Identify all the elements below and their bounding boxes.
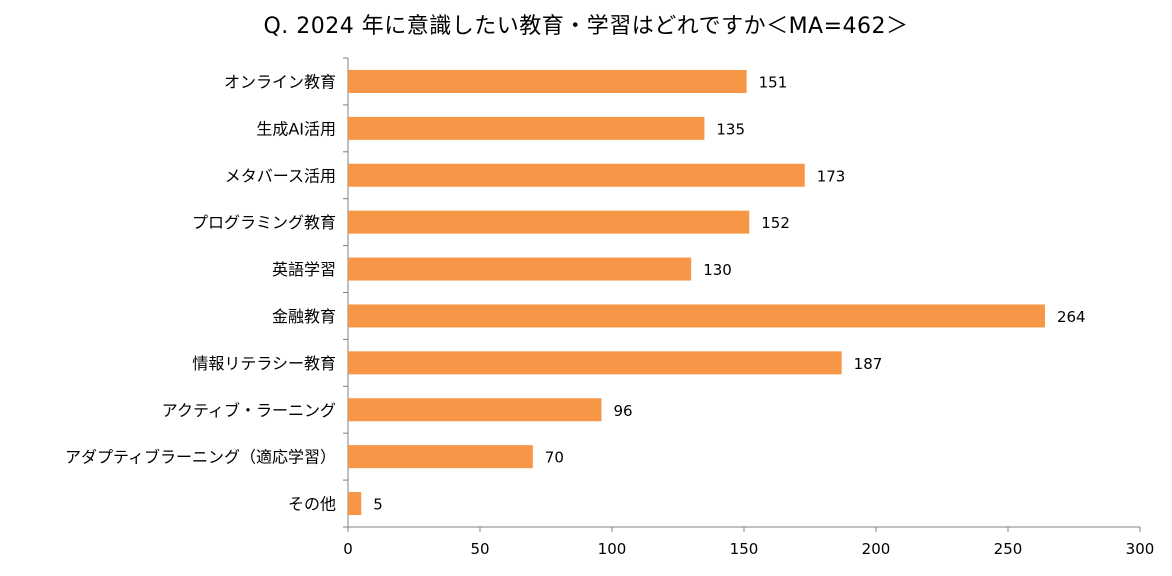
x-tick-label: 200 [862, 540, 891, 558]
bar [348, 445, 533, 469]
bar [348, 351, 842, 375]
x-tick-label: 50 [470, 540, 489, 558]
x-tick-label: 300 [1126, 540, 1155, 558]
data-label: 96 [613, 402, 632, 420]
bar [348, 257, 692, 281]
data-label: 70 [545, 449, 564, 467]
category-label: 生成AI活用 [256, 119, 336, 138]
category-label: その他 [288, 495, 336, 514]
bar [348, 69, 747, 93]
data-label: 187 [854, 355, 883, 373]
data-label: 152 [761, 214, 790, 232]
bar [348, 210, 750, 234]
data-label: 5 [373, 496, 383, 514]
bar [348, 163, 805, 187]
data-label: 135 [716, 120, 745, 138]
x-tick-label: 0 [343, 540, 353, 558]
category-label: アクティブ・ラーニング [162, 401, 336, 420]
category-label: オンライン教育 [224, 72, 336, 91]
bar [348, 492, 362, 516]
data-label: 264 [1057, 308, 1086, 326]
category-label: プログラミング教育 [192, 213, 336, 232]
category-label: アダプティブラーニング（適応学習） [65, 448, 336, 467]
x-tick-label: 150 [730, 540, 759, 558]
data-label: 151 [759, 73, 788, 91]
x-tick-label: 100 [598, 540, 627, 558]
bar [348, 304, 1045, 328]
data-label: 173 [817, 167, 846, 185]
bar [348, 398, 602, 422]
category-label: 金融教育 [272, 307, 336, 326]
bar [348, 116, 705, 140]
x-tick-label: 250 [994, 540, 1023, 558]
category-label: メタバース活用 [225, 166, 336, 185]
data-label: 130 [703, 261, 732, 279]
chart-title: Q. 2024 年に意識したい教育・学習はどれですか＜MA=462＞ [263, 14, 909, 39]
category-label: 情報リテラシー教育 [192, 354, 336, 373]
category-label: 英語学習 [272, 260, 336, 279]
